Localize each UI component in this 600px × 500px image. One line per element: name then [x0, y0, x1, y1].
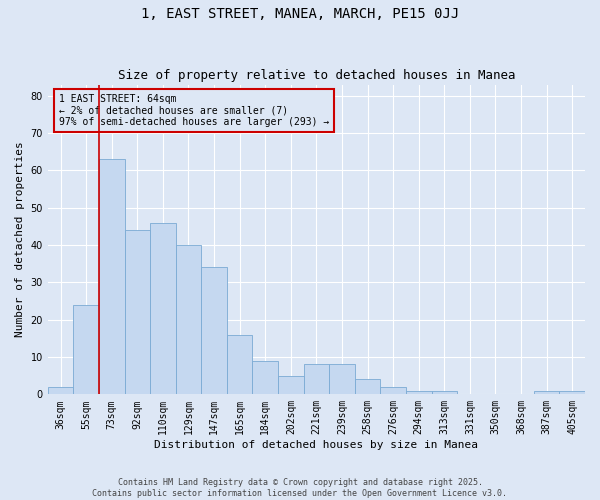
Bar: [253, 360, 278, 394]
Title: Size of property relative to detached houses in Manea: Size of property relative to detached ho…: [118, 69, 515, 82]
Bar: [201, 268, 227, 394]
Bar: [559, 390, 585, 394]
Text: Contains HM Land Registry data © Crown copyright and database right 2025.
Contai: Contains HM Land Registry data © Crown c…: [92, 478, 508, 498]
Bar: [406, 390, 431, 394]
Bar: [304, 364, 329, 394]
Text: 1, EAST STREET, MANEA, MARCH, PE15 0JJ: 1, EAST STREET, MANEA, MARCH, PE15 0JJ: [141, 8, 459, 22]
Bar: [125, 230, 150, 394]
Bar: [431, 390, 457, 394]
Text: 1 EAST STREET: 64sqm
← 2% of detached houses are smaller (7)
97% of semi-detache: 1 EAST STREET: 64sqm ← 2% of detached ho…: [59, 94, 329, 127]
Bar: [176, 245, 201, 394]
Bar: [150, 222, 176, 394]
Bar: [73, 305, 99, 394]
Bar: [355, 380, 380, 394]
Bar: [534, 390, 559, 394]
Bar: [48, 387, 73, 394]
Bar: [99, 159, 125, 394]
Bar: [278, 376, 304, 394]
Bar: [380, 387, 406, 394]
Bar: [227, 334, 253, 394]
X-axis label: Distribution of detached houses by size in Manea: Distribution of detached houses by size …: [154, 440, 478, 450]
Y-axis label: Number of detached properties: Number of detached properties: [15, 142, 25, 338]
Bar: [329, 364, 355, 394]
